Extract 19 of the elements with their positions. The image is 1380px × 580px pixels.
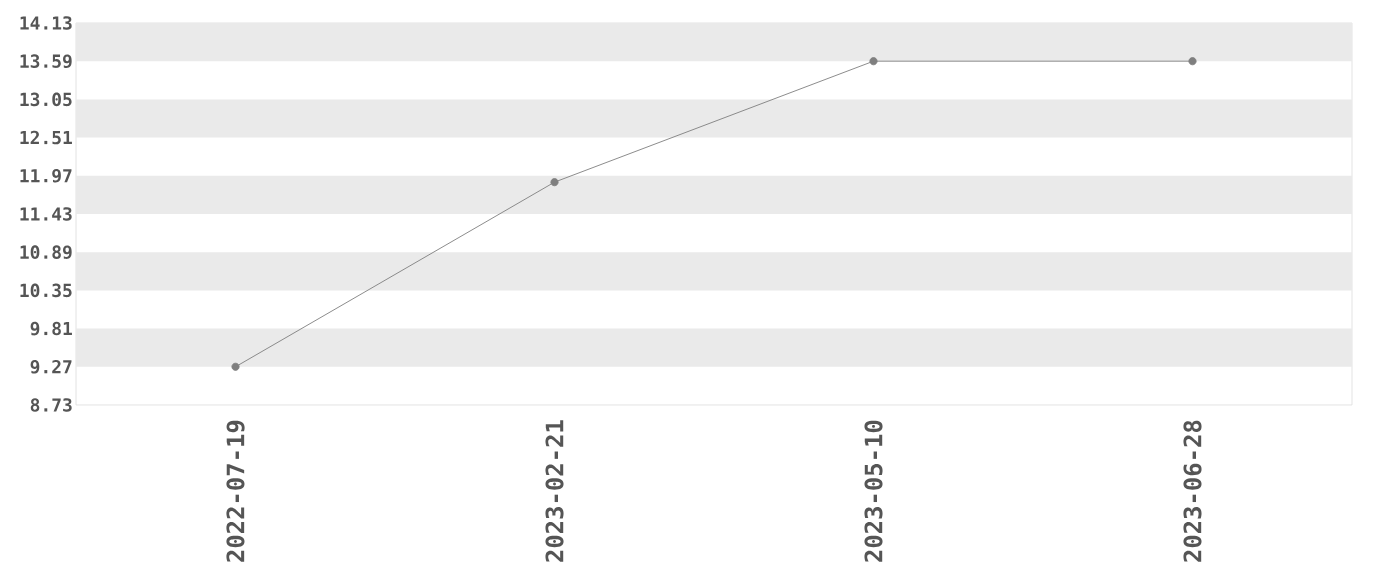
x-tick-label: 2022-07-19 (226, 420, 245, 562)
y-tick-label: 10.35 (20, 283, 72, 298)
point (550, 178, 559, 187)
point (231, 362, 240, 371)
y-tick-label: 10.89 (20, 245, 72, 260)
x-tick-label: 2023-05-10 (864, 420, 883, 562)
y-tick-label: 13.05 (20, 92, 72, 107)
y-tick-label: 11.97 (20, 169, 72, 183)
y-tick-label: 11.43 (20, 207, 72, 221)
point (869, 57, 878, 66)
y-tick-label: 9.27 (30, 359, 72, 374)
x-tick-label: 2023-02-21 (545, 420, 564, 562)
x-tick-label: 2023-06-28 (1183, 420, 1202, 562)
y-tick-label: 13.59 (20, 54, 72, 69)
y-tick-label: 12.51 (20, 130, 72, 145)
y-tick-label: 14.13 (20, 16, 72, 30)
y-tick-label: 9.81 (30, 321, 72, 336)
y-tick-label: 8.73 (30, 398, 72, 412)
point (1188, 57, 1197, 66)
